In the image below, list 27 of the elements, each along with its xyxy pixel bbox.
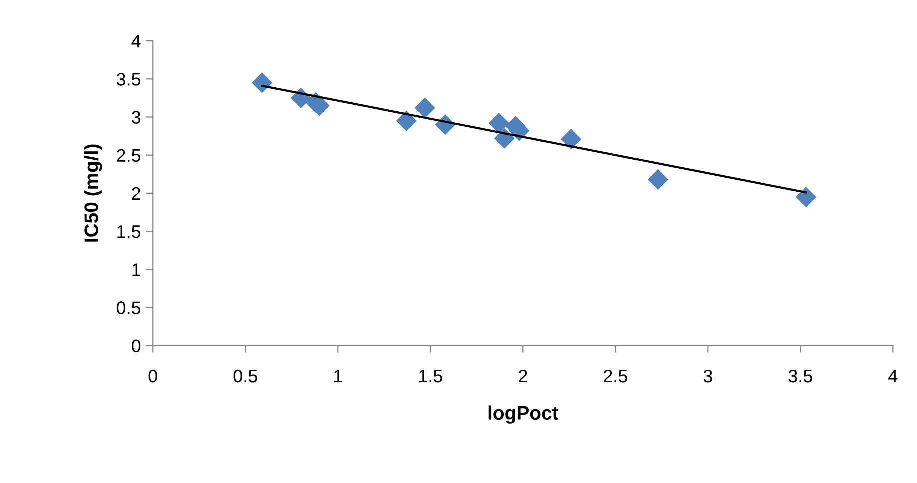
x-tick-label: 3 xyxy=(704,370,712,383)
x-tick-label: 0 xyxy=(148,370,158,383)
point xyxy=(252,72,273,94)
x-tick-label: 1.5 xyxy=(419,370,442,383)
x-tick-label: 3.5 xyxy=(788,370,812,383)
point xyxy=(560,129,582,150)
y-axis-title: IC50 (mg/l) xyxy=(84,144,102,242)
x-tick-label: 2.5 xyxy=(604,370,628,383)
y-tick-label: 1 xyxy=(132,264,140,276)
y-tick-label: 4 xyxy=(132,35,141,48)
y-tick-label: 2.5 xyxy=(117,149,141,162)
point xyxy=(488,113,510,134)
y-tick-label: 0 xyxy=(132,340,141,353)
x-tick-label: 2 xyxy=(519,370,528,383)
y-tick-label: 0.5 xyxy=(116,302,141,314)
x-axis-title: logPoct xyxy=(488,406,559,424)
x-tick-label: 1 xyxy=(334,370,342,383)
y-tick-label: 2 xyxy=(132,187,140,200)
x-tick-label: 0.5 xyxy=(234,370,258,383)
y-tick-label: 3 xyxy=(132,111,141,124)
point xyxy=(796,186,817,208)
point xyxy=(396,110,417,132)
point xyxy=(648,169,668,190)
y-tick-label: 1.5 xyxy=(118,226,141,238)
y-tick-label: 3.5 xyxy=(116,73,141,86)
point xyxy=(414,98,436,118)
x-tick-label: 4 xyxy=(888,370,898,383)
